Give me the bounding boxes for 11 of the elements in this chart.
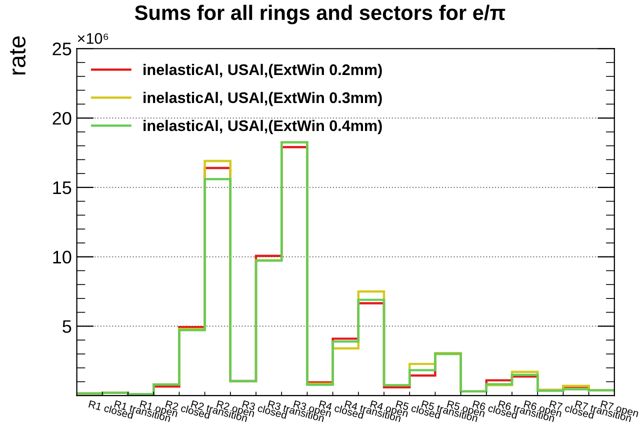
y-tick-label: 10: [53, 250, 72, 264]
y-tick-label: 5: [62, 320, 72, 333]
y-tick-label: 20: [52, 112, 72, 125]
y-tick-label: 15: [53, 182, 72, 194]
chart-title: Sums for all rings and sectors for e/π: [134, 4, 506, 24]
y-axis-title: rate: [10, 36, 26, 74]
y-tick-label: 25: [52, 42, 72, 56]
legend-label: inelasticAl, USAl,(ExtWin 0.4mm): [144, 120, 382, 134]
legend-label: inelasticAl, USAl,(ExtWin 0.2mm): [144, 64, 382, 78]
legend-label: inelasticAl, USAl,(ExtWin 0.3mm): [144, 92, 382, 106]
text: ×10⁶: [78, 33, 108, 44]
